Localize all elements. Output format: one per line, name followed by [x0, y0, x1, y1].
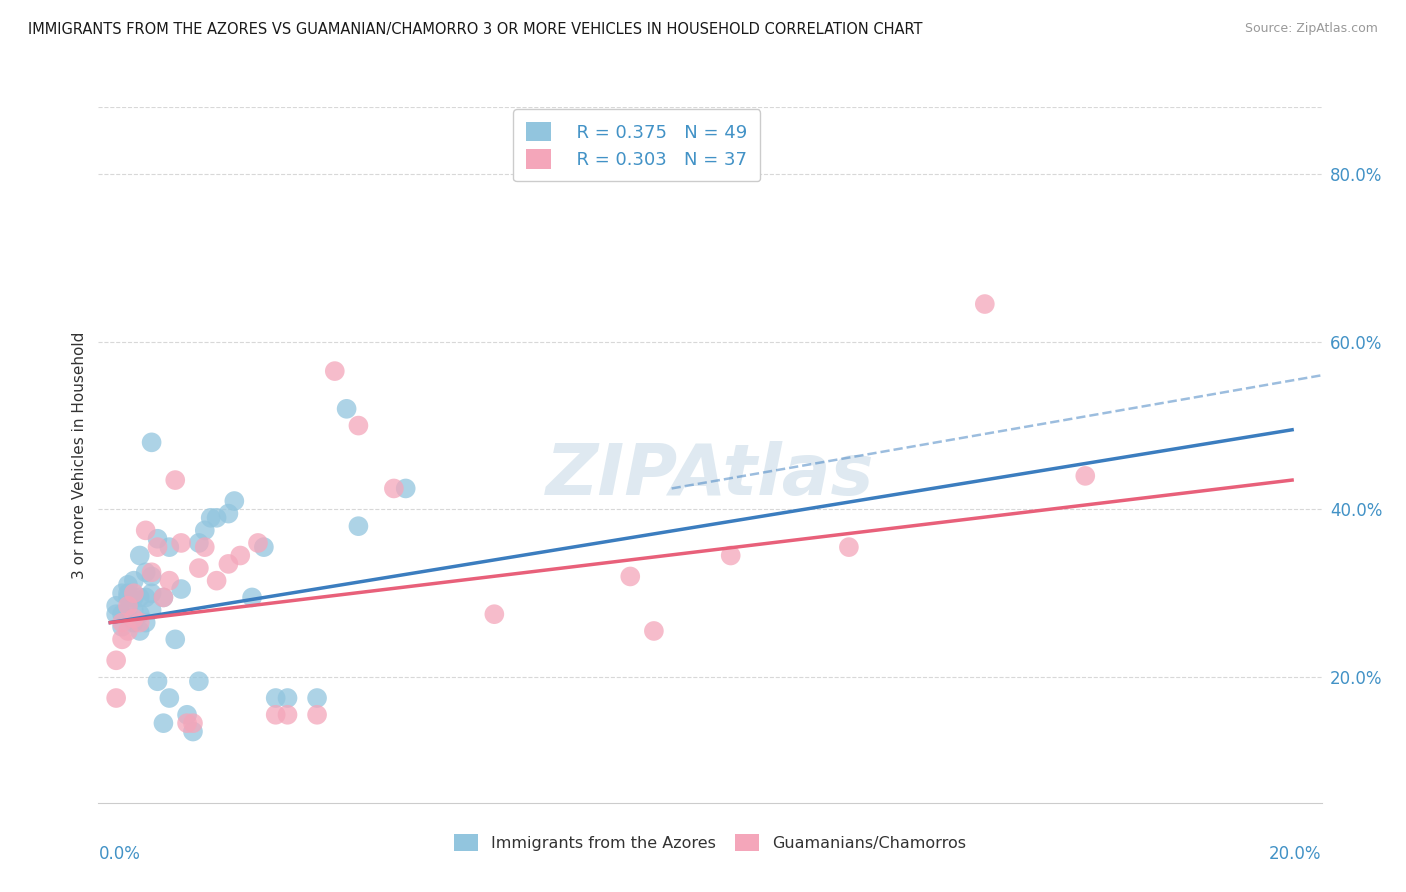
Point	[122, 603, 145, 617]
Text: IMMIGRANTS FROM THE AZORES VS GUAMANIAN/CHAMORRO 3 OR MORE VEHICLES IN HOUSEHOLD: IMMIGRANTS FROM THE AZORES VS GUAMANIAN/…	[28, 22, 922, 37]
Point	[176, 707, 198, 722]
Point	[170, 582, 193, 596]
Point	[347, 418, 370, 433]
Point	[217, 557, 239, 571]
Point	[157, 540, 180, 554]
Point	[181, 716, 204, 731]
Point	[276, 691, 298, 706]
Point	[128, 549, 150, 563]
Point	[111, 607, 134, 622]
Point	[838, 540, 860, 554]
Point	[141, 566, 163, 580]
Point	[135, 566, 157, 580]
Point	[229, 549, 252, 563]
Point	[157, 574, 180, 588]
Point	[152, 591, 174, 605]
Point	[135, 615, 157, 630]
Point	[187, 536, 209, 550]
Point	[141, 586, 163, 600]
Point	[128, 615, 150, 630]
Point	[117, 599, 139, 613]
Legend: Immigrants from the Azores, Guamanians/Chamorros: Immigrants from the Azores, Guamanians/C…	[449, 827, 972, 857]
Point	[111, 615, 134, 630]
Point	[165, 632, 187, 647]
Point	[122, 615, 145, 630]
Point	[111, 632, 134, 647]
Point	[146, 674, 169, 689]
Point	[128, 591, 150, 605]
Point	[1074, 468, 1097, 483]
Point	[643, 624, 665, 638]
Point	[619, 569, 641, 583]
Point	[141, 603, 163, 617]
Point	[111, 586, 134, 600]
Point	[187, 674, 209, 689]
Point	[117, 591, 139, 605]
Text: 20.0%: 20.0%	[1270, 845, 1322, 863]
Point	[181, 724, 204, 739]
Point	[128, 624, 150, 638]
Point	[122, 591, 145, 605]
Point	[152, 716, 174, 731]
Point	[217, 507, 239, 521]
Point	[146, 540, 169, 554]
Point	[170, 536, 193, 550]
Point	[200, 510, 222, 524]
Point	[264, 691, 287, 706]
Point	[264, 707, 287, 722]
Point	[128, 607, 150, 622]
Point	[307, 707, 329, 722]
Text: Source: ZipAtlas.com: Source: ZipAtlas.com	[1244, 22, 1378, 36]
Y-axis label: 3 or more Vehicles in Household: 3 or more Vehicles in Household	[72, 331, 87, 579]
Point	[307, 691, 329, 706]
Point	[720, 549, 742, 563]
Point	[135, 591, 157, 605]
Point	[323, 364, 346, 378]
Point	[240, 591, 263, 605]
Point	[105, 653, 128, 667]
Point	[347, 519, 370, 533]
Point	[336, 401, 359, 416]
Point	[276, 707, 298, 722]
Point	[105, 607, 128, 622]
Point	[105, 691, 128, 706]
Point	[382, 482, 405, 496]
Point	[135, 524, 157, 538]
Point	[152, 591, 174, 605]
Point	[973, 297, 995, 311]
Point	[157, 691, 180, 706]
Point	[205, 574, 228, 588]
Point	[194, 540, 217, 554]
Point	[117, 578, 139, 592]
Point	[105, 599, 128, 613]
Point	[253, 540, 276, 554]
Text: ZIPAtlas: ZIPAtlas	[546, 442, 875, 510]
Point	[224, 494, 246, 508]
Point	[395, 482, 418, 496]
Point	[117, 624, 139, 638]
Point	[111, 620, 134, 634]
Point	[194, 524, 217, 538]
Point	[176, 716, 198, 731]
Point	[246, 536, 269, 550]
Text: 0.0%: 0.0%	[98, 845, 141, 863]
Point	[205, 510, 228, 524]
Point	[141, 569, 163, 583]
Point	[146, 532, 169, 546]
Point	[117, 586, 139, 600]
Point	[187, 561, 209, 575]
Point	[122, 574, 145, 588]
Point	[141, 435, 163, 450]
Point	[165, 473, 187, 487]
Point	[117, 603, 139, 617]
Point	[484, 607, 506, 622]
Point	[122, 611, 145, 625]
Point	[122, 586, 145, 600]
